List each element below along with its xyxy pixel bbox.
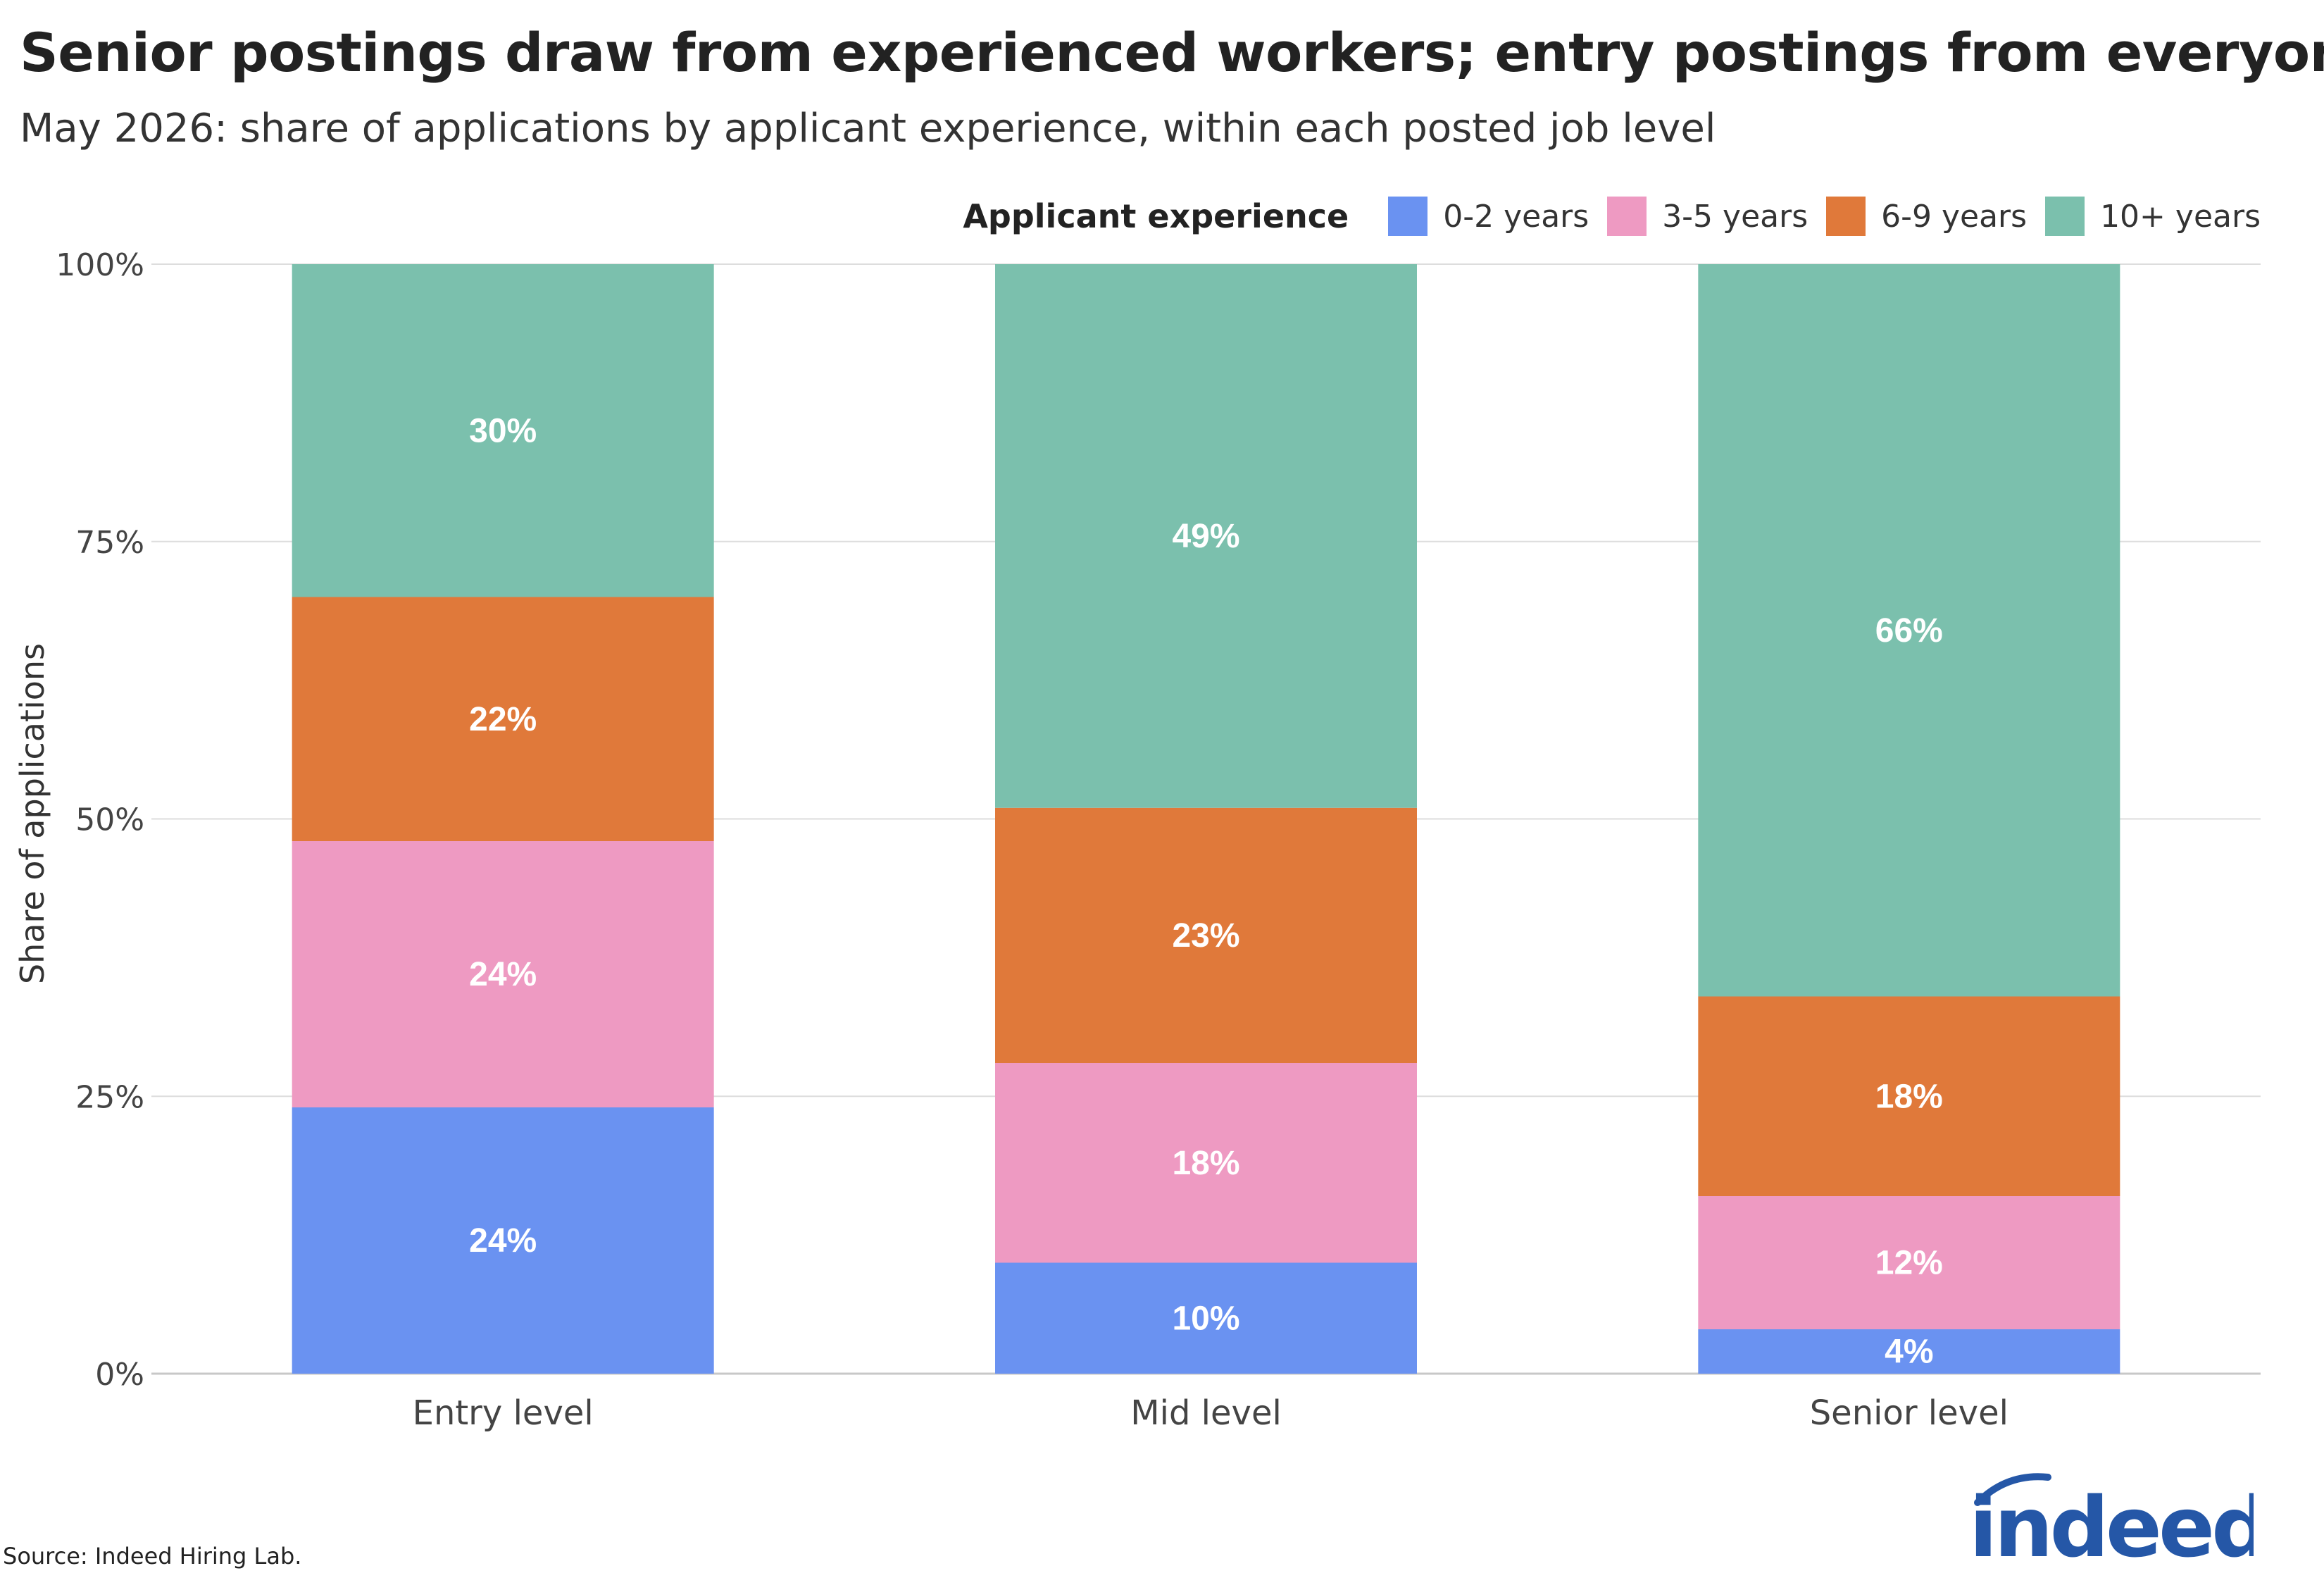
legend-label-6-9-years: 6-9 years <box>1881 198 2028 235</box>
bar-segment <box>1698 996 2120 1196</box>
legend-swatch-3-5-years <box>1607 197 1647 236</box>
y-axis-title: Share of applications <box>13 643 51 984</box>
legend-label-0-2-years: 0-2 years <box>1443 198 1589 235</box>
bar-segment <box>995 1262 1417 1374</box>
data-labels: 24% 24% 22% 30% 10% 18% 23% 49% 4% 12% 18% 66% <box>469 412 1943 1370</box>
legend-swatch-0-2-years <box>1388 197 1428 236</box>
bar-segment <box>292 597 714 841</box>
bar-segment <box>995 264 1417 808</box>
data-label: 4% <box>1885 1334 1933 1371</box>
legend-item-6-9-years: 6-9 years <box>1826 197 2027 236</box>
data-label: 18% <box>1172 1145 1239 1182</box>
x-tick-label: Mid level <box>1130 1393 1282 1433</box>
data-label: 49% <box>1172 518 1239 555</box>
legend: Applicant experience 0-2 years 3-5 years… <box>963 192 2261 241</box>
axes: 0% 25% 50% 75% 100% Entry level Mid level Senio… <box>56 247 2008 1433</box>
bar-segment <box>1698 264 2120 997</box>
legend-label-10-plus-years: 10+ years <box>2100 198 2261 235</box>
bars <box>292 264 2120 1374</box>
logo-arc <box>1974 1473 2051 1506</box>
y-tick-label: 25% <box>75 1079 144 1115</box>
legend-item-0-2-years: 0-2 years <box>1388 197 1589 236</box>
y-tick-label: 0% <box>95 1357 144 1393</box>
bar-segment <box>1698 1196 2120 1329</box>
x-tick-label: Entry level <box>413 1393 594 1433</box>
chart-title: Senior postings draw from experienced wo… <box>20 21 2324 84</box>
data-label: 18% <box>1875 1078 1943 1115</box>
bar-segment <box>292 1107 714 1374</box>
legend-title: Applicant experience <box>963 197 1349 235</box>
bar-segment <box>995 1063 1417 1263</box>
data-label: 30% <box>469 412 537 449</box>
bar-segment <box>995 807 1417 1063</box>
data-label: 24% <box>469 1222 537 1260</box>
data-label: 66% <box>1875 612 1943 649</box>
bar-segment <box>1698 1329 2120 1374</box>
bar-segment <box>292 264 714 597</box>
data-label: 24% <box>469 956 537 993</box>
bar-segment <box>292 841 714 1107</box>
legend-label-3-5-years: 3-5 years <box>1662 198 1808 235</box>
y-tick-label: 75% <box>75 525 144 561</box>
legend-item-3-5-years: 3-5 years <box>1607 197 1808 236</box>
y-tick-label: 50% <box>75 802 144 838</box>
data-label: 23% <box>1172 917 1239 955</box>
legend-swatch-6-9-years <box>1826 197 1866 236</box>
legend-swatch-10-plus-years <box>2045 197 2085 236</box>
indeed-logo: indeed <box>1969 1473 2254 1567</box>
legend-item-10-plus-years: 10+ years <box>2045 197 2261 236</box>
y-tick-label: 100% <box>56 247 144 283</box>
logo-wordmark: indeed <box>1969 1479 2254 1567</box>
source-note: Source: Indeed Hiring Lab. <box>3 1543 302 1570</box>
data-label: 10% <box>1172 1300 1239 1337</box>
data-label: 12% <box>1875 1245 1943 1282</box>
x-tick-label: Senior level <box>1810 1393 2008 1433</box>
chart-subtitle: May 2026: share of applications by appli… <box>20 106 1716 151</box>
data-label: 22% <box>469 701 537 738</box>
